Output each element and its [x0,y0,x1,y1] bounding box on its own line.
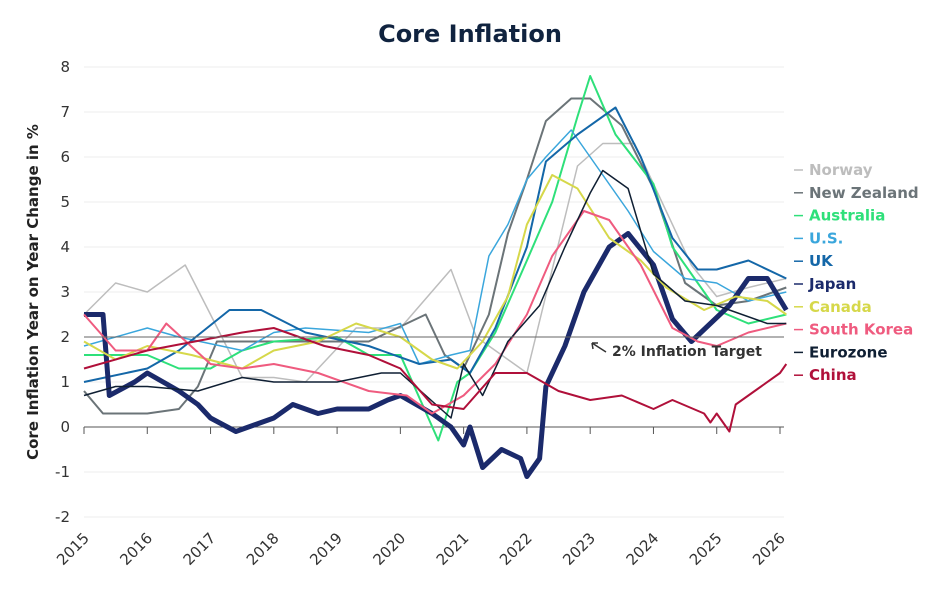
legend-item: Norway [809,161,873,179]
legend-item: China [809,366,857,384]
series-line-eurozone [83,169,787,419]
chart-title: Core Inflation [378,20,562,48]
y-tick-label: 2 [60,328,70,346]
series-line-new-zealand [83,97,787,415]
x-tick-label: 2024 [623,529,663,569]
series-line-japan [84,231,789,479]
x-tick-label: 2015 [53,529,93,569]
y-tick-label: -1 [55,463,70,481]
y-tick-label: 0 [60,418,70,436]
legend-item: Canada [809,298,872,316]
reference-line-label: 2% Inflation Target [612,344,762,360]
y-tick-label: -2 [55,508,70,526]
y-tick-label: 3 [60,283,70,301]
series-line-south-korea [83,210,787,415]
gridlines [84,66,784,518]
x-tick-label: 2017 [180,529,220,569]
legend-item: U.S. [809,229,843,247]
y-tick-label: 8 [60,58,70,76]
legend-item: South Korea [809,321,913,339]
legend-item: UK [809,252,834,270]
series-lines [83,75,789,479]
y-tick-label: 4 [60,238,70,256]
x-ticks: 2015 2016 2017 2018 2019 2020 2021 2022 2023 2024… [53,427,789,569]
y-axis-label: Core Inflation Year on Year Change in % [24,124,42,460]
x-tick-label: 2019 [306,529,346,569]
legend-item: Eurozone [809,343,888,361]
legend-item: Japan [808,275,856,293]
legend: Norway New Zealand Australia U.S. UK Japan Can… [794,161,919,384]
x-tick-label: 2020 [369,529,409,569]
x-tick-label: 2021 [433,529,473,569]
x-tick-label: 2026 [749,529,789,569]
legend-item: Australia [809,207,885,225]
y-tick-label: 1 [60,373,70,391]
reference-line-group: 2% Inflation Target [84,336,784,360]
x-tick-label: 2018 [243,529,283,569]
x-tick-label: 2023 [559,529,599,569]
legend-item: New Zealand [809,184,919,202]
x-tick-label: 2016 [116,529,156,569]
y-tick-label: 7 [60,103,70,121]
series-line-china [83,327,788,433]
series-line-u-s- [83,129,787,365]
y-tick-label: 6 [60,148,70,166]
y-ticks: -2 -1 0 1 2 3 4 5 6 7 8 [55,58,70,526]
annotation-arrow-icon [591,342,607,353]
y-tick-label: 5 [60,193,70,211]
x-tick-label: 2022 [496,529,536,569]
x-tick-label: 2025 [686,529,726,569]
series-line-australia [84,75,787,442]
series-line-uk [83,106,787,383]
